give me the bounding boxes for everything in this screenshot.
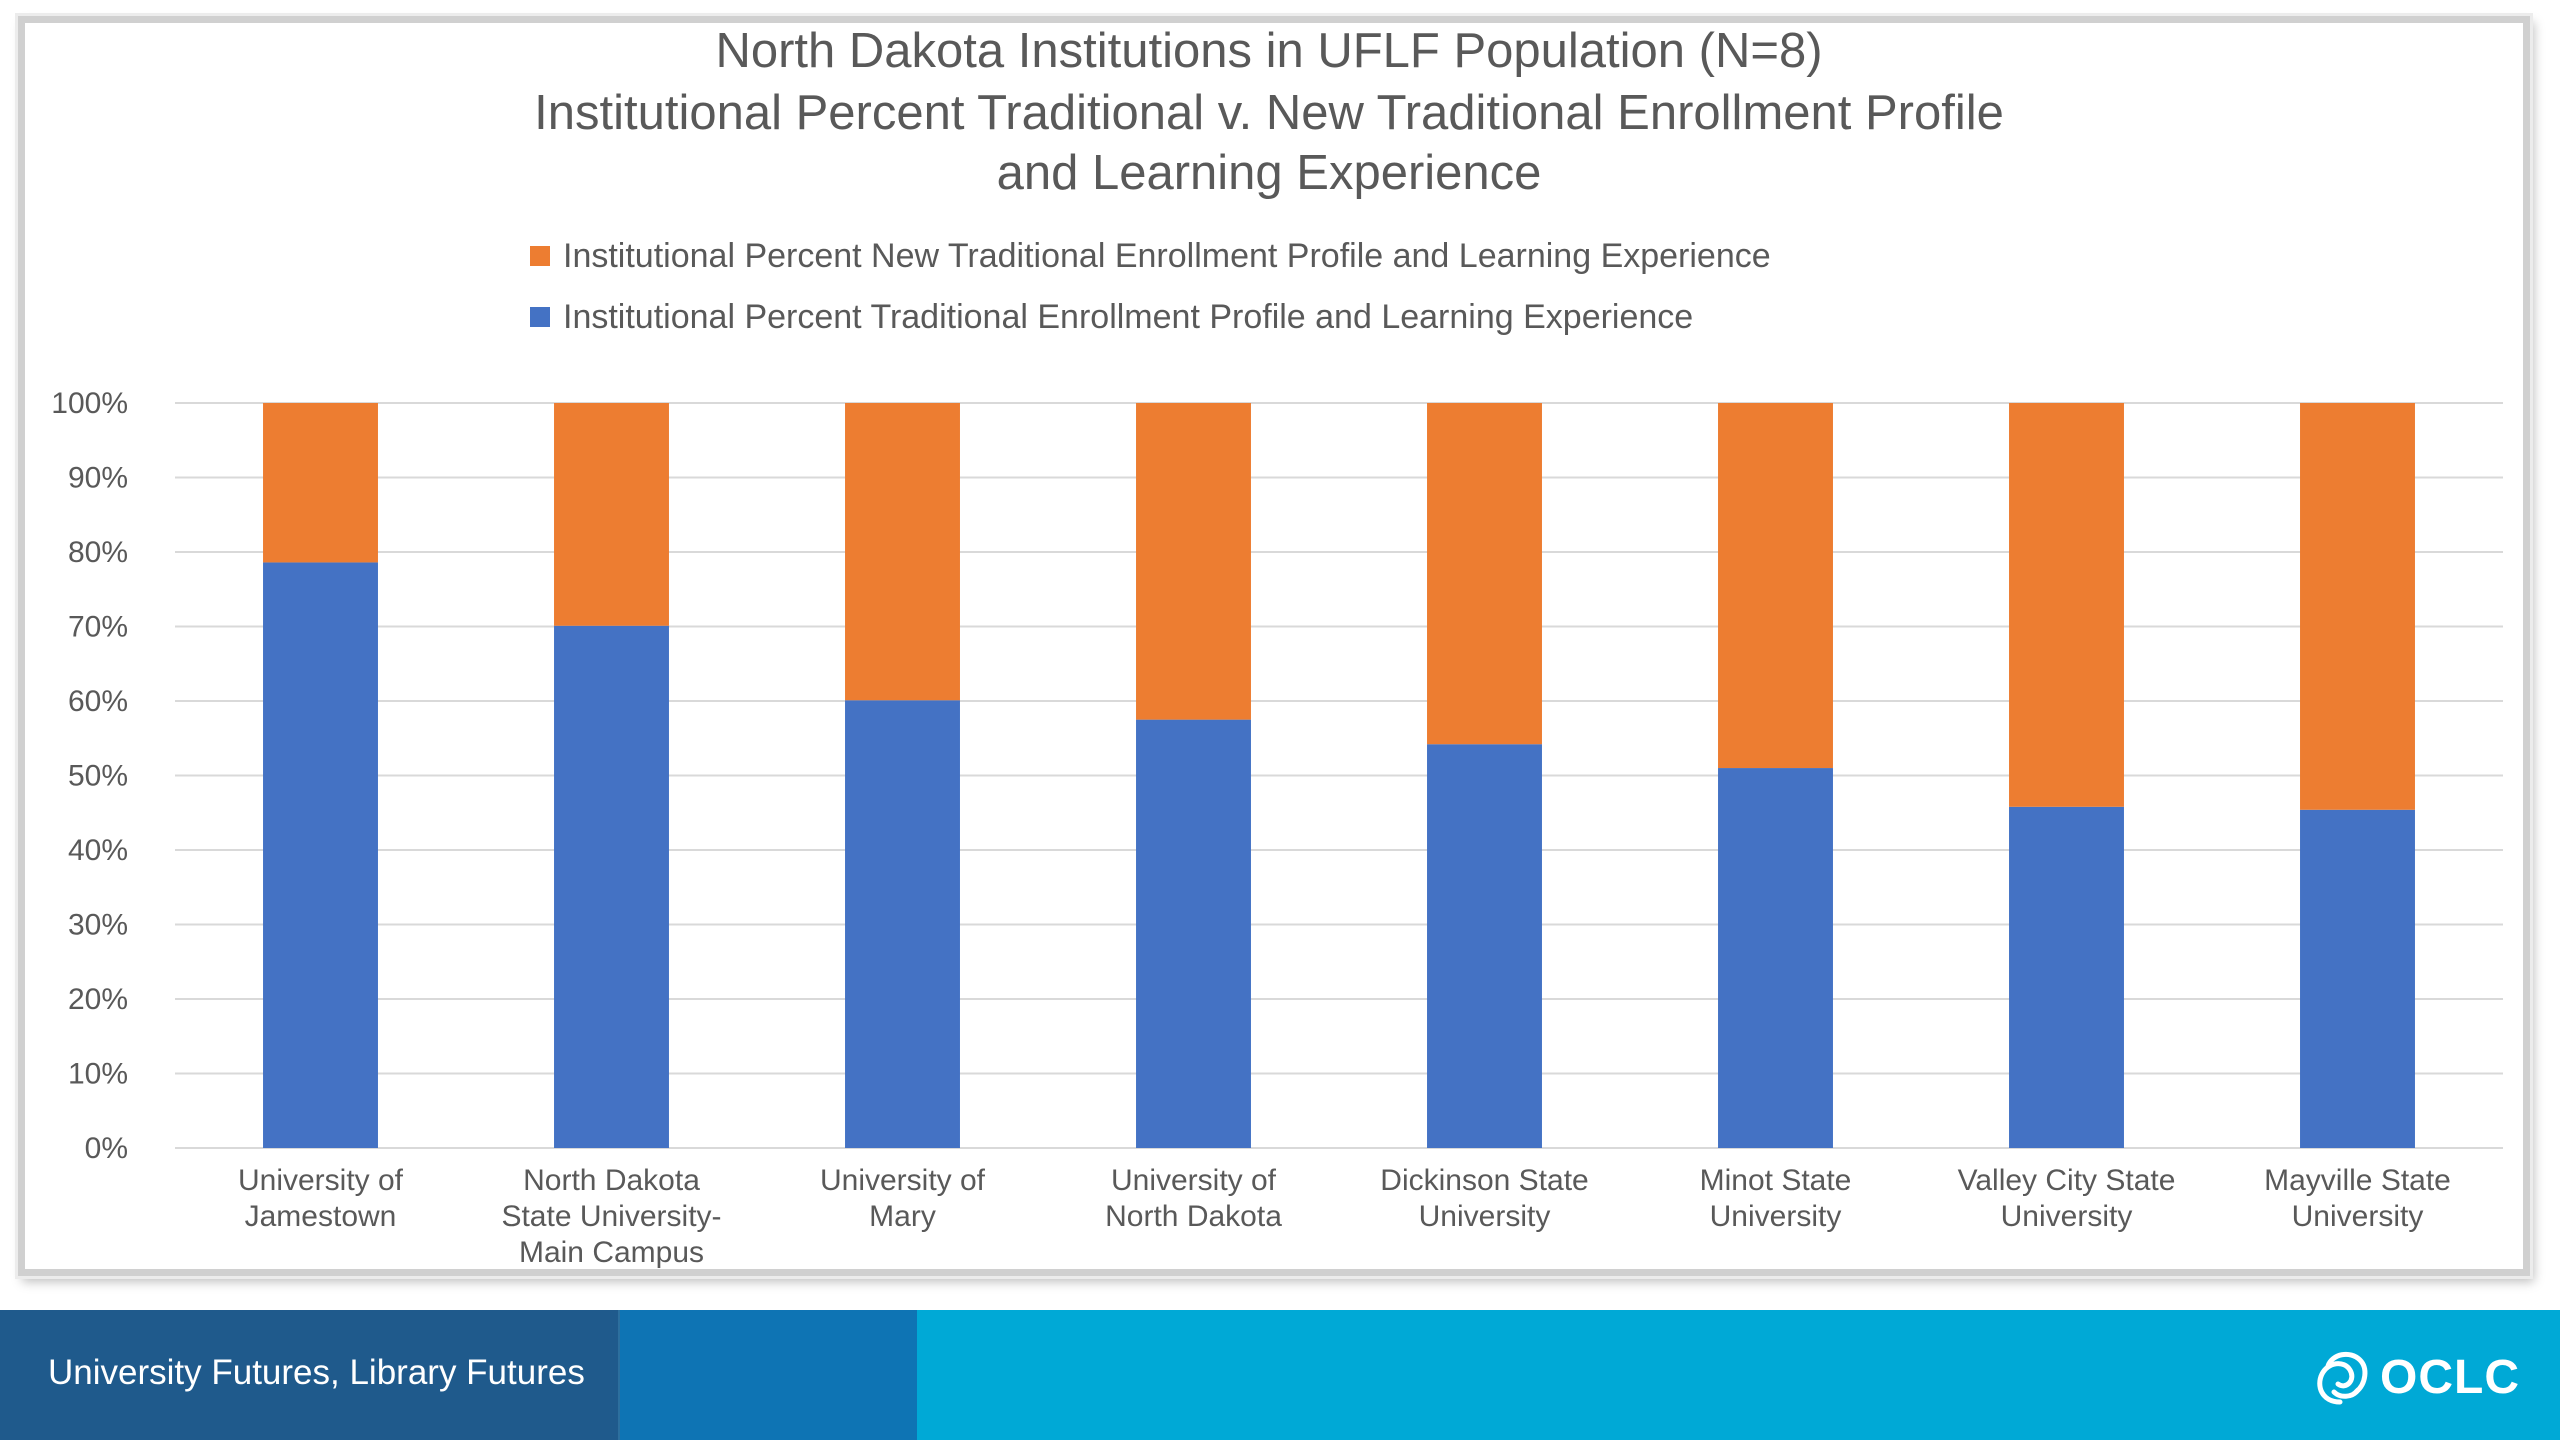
legend-swatch (530, 307, 550, 327)
category-label: North Dakota (1105, 1200, 1282, 1233)
category-label: North Dakota (523, 1164, 700, 1197)
y-tick-label: 60% (68, 685, 128, 718)
category-label: State University- (501, 1200, 721, 1233)
bar-segment-series-0 (845, 700, 960, 1148)
legend-label: Institutional Percent New Traditional En… (563, 237, 1771, 275)
bar-segment-series-1 (2300, 403, 2415, 810)
y-tick-label: 20% (68, 983, 128, 1016)
y-tick-label: 40% (68, 834, 128, 867)
oclc-swirl-icon (2317, 1351, 2368, 1405)
footer-bar: University Futures, Library Futures OCLC (0, 1310, 2560, 1440)
y-tick-label: 100% (51, 387, 128, 420)
chart-title-line: North Dakota Institutions in UFLF Popula… (715, 24, 1822, 78)
bar-segment-series-0 (263, 562, 378, 1148)
y-tick-label: 70% (68, 611, 128, 644)
bar-segment-series-1 (2009, 403, 2124, 807)
bar-segment-series-0 (2009, 806, 2124, 1148)
y-tick-label: 90% (68, 462, 128, 495)
oclc-logo: OCLC (2310, 1342, 2520, 1412)
category-label: University of (820, 1164, 986, 1197)
category-label: Minot State (1700, 1164, 1852, 1197)
y-tick-label: 80% (68, 536, 128, 569)
chart-title-line: Institutional Percent Traditional v. New… (534, 86, 2004, 140)
category-label: Main Campus (519, 1236, 704, 1269)
y-tick-label: 30% (68, 909, 128, 942)
category-label: University of (238, 1164, 404, 1197)
category-label: Dickinson State (1380, 1164, 1588, 1197)
footer-title: University Futures, Library Futures (48, 1353, 585, 1392)
category-label: Mayville State (2264, 1164, 2451, 1197)
bar-segment-series-1 (1427, 403, 1542, 745)
category-label: University (2001, 1200, 2133, 1233)
oclc-logo-text: OCLC (2380, 1350, 2520, 1404)
bar-segment-series-1 (1136, 403, 1251, 720)
bar-segment-series-0 (1136, 719, 1251, 1148)
bar-segment-series-1 (1718, 403, 1833, 769)
category-label: Mary (869, 1200, 936, 1233)
bar-segment-series-1 (554, 403, 669, 626)
bar-segment-series-0 (1427, 744, 1542, 1148)
bar-segment-series-0 (1718, 768, 1833, 1148)
legend-swatch (530, 246, 550, 266)
bar-segment-series-0 (2300, 809, 2415, 1148)
legend-label: Institutional Percent Traditional Enroll… (563, 298, 1693, 336)
chart-frame: North Dakota Institutions in UFLF Popula… (18, 16, 2530, 1276)
y-tick-label: 0% (85, 1132, 128, 1165)
y-tick-label: 10% (68, 1058, 128, 1091)
footer-block-mid (618, 1310, 917, 1440)
category-label: University of (1111, 1164, 1277, 1197)
y-tick-label: 50% (68, 760, 128, 793)
stacked-bar-chart: North Dakota Institutions in UFLF Popula… (51, 24, 2503, 1269)
bar-segment-series-0 (554, 625, 669, 1148)
category-label: University (1419, 1200, 1551, 1233)
category-label: Valley City State (1958, 1164, 2176, 1197)
bar-segment-series-1 (845, 403, 960, 701)
footer-block-dark: University Futures, Library Futures (0, 1310, 618, 1440)
chart-title-line: and Learning Experience (997, 146, 1542, 200)
category-label: Jamestown (245, 1200, 397, 1233)
bar-segment-series-1 (263, 403, 378, 563)
category-label: University (1710, 1200, 1842, 1233)
category-label: University (2292, 1200, 2424, 1233)
